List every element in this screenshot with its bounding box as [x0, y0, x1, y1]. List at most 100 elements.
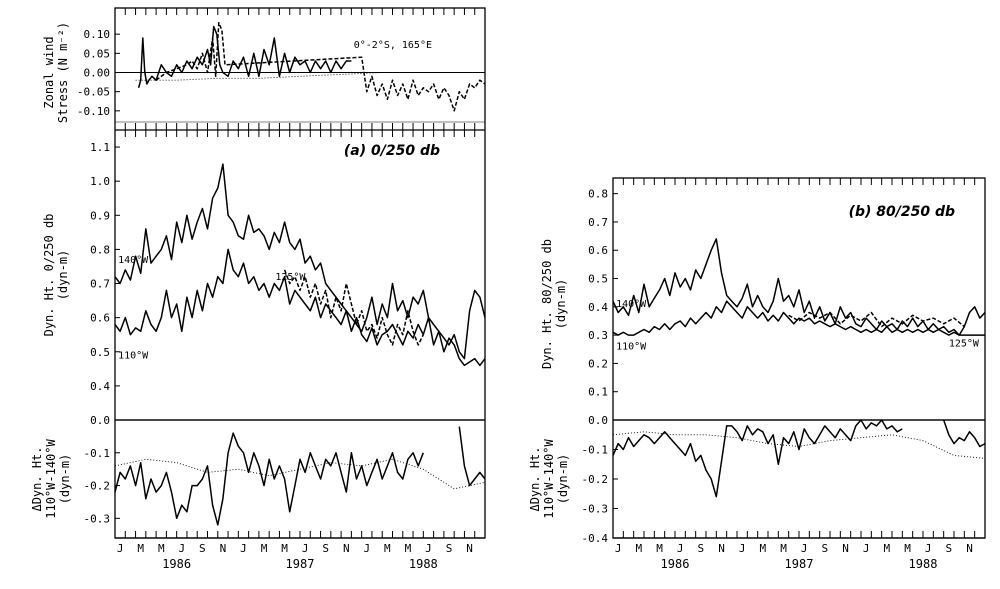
panel-b-delta-ytick-label: 0.0	[588, 414, 608, 427]
panel-a-dyn-series-label: 140°W	[118, 255, 149, 266]
panel-a-dyn-series-110W	[114, 248, 486, 367]
panel-a-wind-ytick-label: -0.05	[77, 86, 110, 99]
panel-b-delta-ylabel: (dyn-m)	[556, 454, 570, 505]
panel-b-year-label: 1986	[661, 557, 690, 571]
panel-b-dyn-ytick-label: 0.4	[588, 301, 608, 314]
panel-a-dyn-series-label: 110°W	[118, 351, 149, 362]
panel-b-delta-ytick-label: -0.4	[582, 532, 609, 545]
panel-a-delta-ylabel: ΔDyn. Ht.	[30, 446, 44, 511]
panel-b: 0.8 0.7 0.6 0.5 0.4 0.3 0.2 0.1 Dyn. Ht. 80/250 …	[528, 177, 986, 571]
panel-b-month-label: N	[842, 542, 849, 555]
panel-b-delta-ytick-label: -0.1	[582, 444, 609, 457]
panel-a-wind-series-dashed1	[155, 21, 486, 112]
panel-b-month-label: M	[636, 542, 643, 555]
panel-a-dyn-series-125W	[283, 269, 424, 346]
panel-a-dyn-series-140W	[114, 163, 486, 360]
panel-b-dyn-series-125W	[788, 311, 965, 328]
panel-b-delta-ylabel: 110°W-140°W	[542, 438, 556, 518]
panel-a-month-label: S	[446, 542, 453, 555]
panel-b-dyn-ytick-label: 0.3	[588, 329, 608, 342]
panel-a-month-label: N	[466, 542, 473, 555]
panel-b-month-label: S	[822, 542, 829, 555]
panel-a-delta-ytick-label: -0.2	[84, 480, 111, 493]
panel-b-month-label: M	[760, 542, 767, 555]
panel-a-month-label: M	[384, 542, 391, 555]
panel-a-year-label: 1986	[162, 557, 191, 571]
panel-b-month-label: S	[946, 542, 953, 555]
panel-b-delta-series-dotted1	[612, 431, 986, 459]
panel-b-dyn-ytick-label: 0.1	[588, 386, 608, 399]
panel-a-dyn-ytick-label: 0.8	[90, 243, 110, 256]
panel-b-month-label: J	[677, 542, 684, 555]
panel-a-wind-ytick-label: 0.10	[84, 28, 111, 41]
panel-b-month-label: J	[925, 542, 932, 555]
panel-a-month-label: M	[158, 542, 165, 555]
panel-b-month-label: S	[698, 542, 705, 555]
panel-a-month-label: J	[302, 542, 309, 555]
panel-b-year-label: 1987	[785, 557, 814, 571]
panel-b-dyn-series-label: 140°W	[616, 299, 647, 310]
panel-b-month-label: N	[966, 542, 973, 555]
panel-a-dyn-ylabel: (dyn-m)	[56, 250, 70, 301]
panel-b-dyn-series-label: 125°W	[949, 338, 980, 349]
panel-b-dyn-series-140W	[612, 238, 986, 336]
panel-a-dyn-ylabel: Dyn. Ht. 0/250 db	[42, 214, 56, 337]
panel-b-dyn-series-label: 110°W	[616, 341, 647, 352]
panel-b-frame	[612, 177, 986, 539]
panel-a-wind-ylabel: Zonal wind	[42, 36, 56, 108]
panel-a-month-label: S	[199, 542, 206, 555]
panel-a-dyn-ytick-label: 1.1	[90, 141, 110, 154]
panel-b-delta-series-solid0	[612, 419, 986, 498]
panel-b-month-label: N	[718, 542, 725, 555]
panel-a-month-label: M	[137, 542, 144, 555]
panel-a-wind-ytick-label: 0.05	[84, 47, 111, 60]
panel-a-title: (a) 0/250 db	[344, 143, 440, 159]
panel-b-month-label: M	[904, 542, 911, 555]
panel-a-delta-ytick-label: 0.0	[90, 414, 110, 427]
panel-a-delta-ytick-label: -0.1	[84, 447, 111, 460]
panel-a-month-label: J	[117, 542, 124, 555]
panel-a-wind-series-solid0	[137, 25, 352, 88]
panel-b-dyn-ytick-label: 0.6	[588, 244, 608, 257]
panel-b-dyn-ytick-label: 0.5	[588, 273, 608, 286]
panel-a-month-label: S	[322, 542, 329, 555]
panel-a-year-label: 1988	[409, 557, 438, 571]
panel-b-dyn-ytick-label: 0.8	[588, 188, 608, 201]
panel-b-month-label: M	[780, 542, 787, 555]
panel-a-dyn-ytick-label: 0.7	[90, 278, 110, 291]
panel-b-dyn-series-110W	[612, 300, 985, 336]
panel-a-dyn-ytick-label: 0.6	[90, 312, 110, 325]
panel-b-month-label: J	[801, 542, 808, 555]
panel-a-delta-ylabel: (dyn-m)	[58, 454, 72, 505]
panel-a-year-label: 1987	[286, 557, 315, 571]
panel-b-month-label: J	[863, 542, 870, 555]
panel-b-dyn-ytick-label: 0.2	[588, 357, 608, 370]
panel-a-wind-ytick-label: 0.00	[84, 67, 111, 80]
panel-a-month-label: M	[261, 542, 268, 555]
panel-b-month-label: J	[615, 542, 622, 555]
panel-a-month-label: M	[405, 542, 412, 555]
panel-b-dyn-ylabel: (dyn-m)	[554, 279, 568, 330]
panel-a-wind-location-label: 0°-2°S, 165°E	[354, 40, 432, 51]
panel-a-month-label: N	[343, 542, 350, 555]
panel-b-month-label: J	[739, 542, 746, 555]
panel-b-title: (b) 80/250 db	[849, 204, 955, 220]
panel-a-wind-ytick-label: -0.10	[77, 105, 110, 118]
panel-a-delta-ytick-label: -0.3	[84, 512, 111, 525]
panel-a: 0.10 0.05 0.00 -0.05 -0.10 Zonal wind Stress (…	[30, 7, 486, 571]
panel-b-dyn-ylabel: Dyn. Ht. 80/250 db	[540, 239, 554, 369]
panel-b-delta-ylabel: ΔDyn. Ht.	[528, 446, 542, 511]
panel-a-dyn-ytick-label: 1.0	[90, 175, 110, 188]
panel-a-month-label: N	[220, 542, 227, 555]
panel-a-dyn-ytick-label: 0.4	[90, 380, 110, 393]
panel-b-year-label: 1988	[909, 557, 938, 571]
panel-b-dyn-ytick-label: 0.7	[588, 216, 608, 229]
panel-a-wind-series-dotted2	[135, 72, 485, 81]
panel-b-delta-ytick-label: -0.2	[582, 473, 609, 486]
panel-a-month-label: J	[363, 542, 370, 555]
panel-a-month-label: J	[178, 542, 185, 555]
panel-b-month-label: M	[656, 542, 663, 555]
panel-b-month-label: M	[884, 542, 891, 555]
panel-a-month-label: J	[240, 542, 247, 555]
